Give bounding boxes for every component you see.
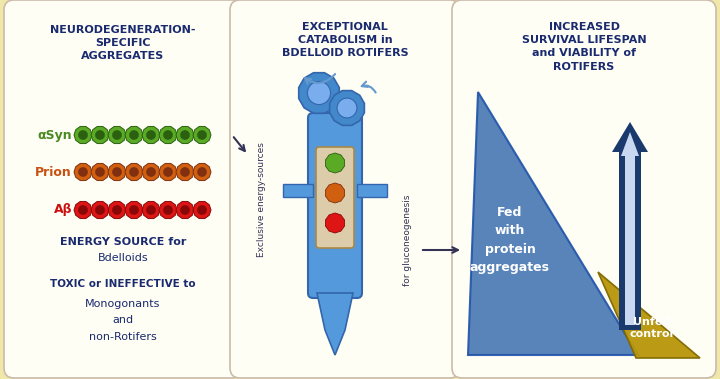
Text: for gluconeogenesis: for gluconeogenesis bbox=[403, 194, 413, 286]
FancyBboxPatch shape bbox=[4, 0, 242, 378]
Text: non-Rotifers: non-Rotifers bbox=[89, 332, 157, 342]
Circle shape bbox=[307, 81, 330, 105]
Text: Monogonants: Monogonants bbox=[85, 299, 161, 309]
Text: Aβ: Aβ bbox=[53, 204, 72, 216]
Text: Exclusive energy-sources: Exclusive energy-sources bbox=[258, 143, 266, 257]
FancyBboxPatch shape bbox=[316, 147, 354, 248]
Text: αSyn: αSyn bbox=[37, 128, 72, 141]
Circle shape bbox=[337, 98, 357, 118]
FancyBboxPatch shape bbox=[230, 0, 460, 378]
Text: Bdelloids: Bdelloids bbox=[98, 253, 148, 263]
FancyArrow shape bbox=[621, 132, 639, 325]
Polygon shape bbox=[317, 293, 353, 355]
Polygon shape bbox=[598, 272, 700, 358]
Text: ENERGY SOURCE for: ENERGY SOURCE for bbox=[60, 237, 186, 247]
Text: Unfed
control: Unfed control bbox=[630, 317, 674, 339]
Text: INCREASED
SURVIVAL LIFESPAN
and VIABILITY of
ROTIFERS: INCREASED SURVIVAL LIFESPAN and VIABILIT… bbox=[522, 22, 647, 72]
FancyBboxPatch shape bbox=[308, 113, 362, 298]
FancyArrow shape bbox=[283, 183, 313, 196]
Text: NEURODEGENERATION-
SPECIFIC
AGGREGATES: NEURODEGENERATION- SPECIFIC AGGREGATES bbox=[50, 25, 196, 61]
Text: and: and bbox=[112, 315, 134, 325]
FancyArrow shape bbox=[612, 122, 648, 330]
Text: EXCEPTIONAL
CATABOLISM in
BDELLOID ROTIFERS: EXCEPTIONAL CATABOLISM in BDELLOID ROTIF… bbox=[282, 22, 408, 58]
Polygon shape bbox=[468, 92, 638, 355]
FancyBboxPatch shape bbox=[452, 0, 716, 378]
Text: Prion: Prion bbox=[35, 166, 72, 179]
FancyArrow shape bbox=[357, 183, 387, 196]
Text: TOXIC or INEFFECTIVE to: TOXIC or INEFFECTIVE to bbox=[50, 279, 196, 289]
Text: Fed
with
protein
aggregates: Fed with protein aggregates bbox=[470, 207, 550, 274]
